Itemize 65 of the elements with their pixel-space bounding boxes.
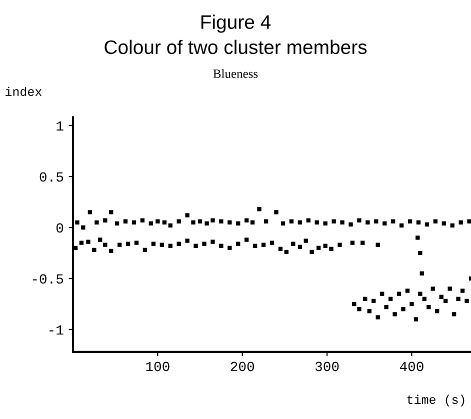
text: Blueness — [213, 69, 258, 78]
y-tick-label: 0 — [56, 223, 64, 233]
point — [274, 210, 278, 214]
point — [332, 219, 336, 224]
y-axis-title: index — [6, 86, 42, 96]
point — [228, 220, 232, 224]
point — [250, 220, 255, 224]
point — [140, 218, 145, 222]
point — [348, 222, 353, 227]
point — [366, 220, 370, 224]
point — [424, 222, 430, 227]
point — [391, 219, 396, 224]
point — [467, 219, 471, 224]
point — [162, 220, 167, 224]
point — [264, 219, 268, 224]
point — [442, 221, 446, 226]
point — [103, 218, 108, 222]
point — [191, 220, 196, 224]
point — [450, 223, 454, 228]
point — [168, 223, 172, 228]
point — [458, 220, 463, 224]
point — [88, 210, 92, 214]
chart-subtitle: Colour of two cluster members — [104, 40, 367, 54]
x-tick-label: 200 — [230, 362, 254, 372]
point — [314, 220, 319, 224]
point — [176, 219, 181, 224]
point — [94, 220, 99, 224]
point — [374, 219, 378, 224]
point — [289, 219, 294, 224]
y-tick-label: -1 — [50, 325, 64, 335]
point — [399, 223, 404, 228]
x-axis-title: time (s) — [407, 394, 464, 406]
point — [357, 218, 362, 222]
point — [433, 219, 438, 224]
point — [236, 221, 240, 226]
point — [257, 207, 262, 212]
point — [306, 218, 310, 222]
point — [204, 221, 209, 226]
point — [340, 220, 344, 224]
point — [123, 219, 128, 224]
point — [156, 219, 160, 224]
y-tick-label: -0.5 — [32, 274, 64, 284]
point — [408, 219, 412, 224]
y-tick-label: 0.5 — [40, 172, 64, 182]
point — [75, 220, 80, 224]
point — [210, 218, 215, 222]
point — [185, 213, 190, 218]
point — [114, 221, 120, 226]
chart-title: Figure 4 — [201, 14, 271, 33]
point — [298, 220, 302, 224]
point — [382, 221, 387, 226]
x-tick-label: 400 — [400, 362, 424, 372]
point — [323, 221, 328, 226]
point — [198, 219, 202, 224]
y-tick-label: 1 — [56, 121, 64, 131]
point — [416, 220, 421, 224]
x-tick-label: 100 — [146, 362, 170, 372]
x-tick-label: 300 — [315, 362, 339, 372]
point — [81, 225, 86, 230]
point — [244, 218, 249, 222]
point — [148, 221, 153, 226]
point — [132, 220, 136, 224]
point — [109, 210, 114, 214]
point — [219, 219, 224, 224]
point — [280, 221, 286, 226]
